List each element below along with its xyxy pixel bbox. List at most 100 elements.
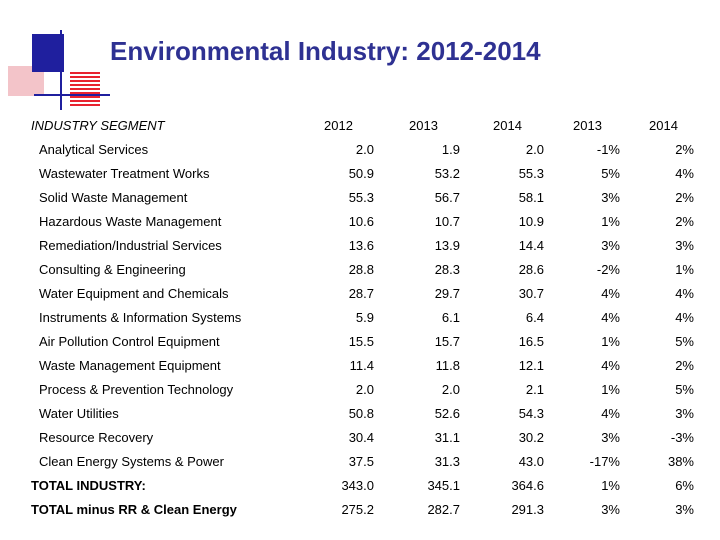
growth-2013-cell: 3%: [601, 502, 620, 517]
value-2012-cell: 5.9: [355, 310, 374, 325]
segment-cell: TOTAL minus RR & Clean Energy: [31, 502, 237, 517]
growth-2014-cell: 5%: [675, 382, 694, 397]
segment-cell: Solid Waste Management: [39, 190, 188, 205]
segment-cell: Clean Energy Systems & Power: [39, 454, 224, 469]
value-2014-cell: 43.0: [518, 454, 544, 469]
growth-2014-cell: 3%: [675, 502, 694, 517]
growth-2014-cell: 1%: [675, 262, 694, 277]
segment-cell: Wastewater Treatment Works: [39, 166, 210, 181]
value-2013-cell: 52.6: [434, 406, 460, 421]
growth-2013-cell: 4%: [601, 406, 620, 421]
growth-2014-cell: 3%: [675, 406, 694, 421]
value-2013-cell: 282.7: [427, 502, 460, 517]
value-2014-cell: 58.1: [518, 190, 544, 205]
growth-2013-cell: 3%: [601, 238, 620, 253]
table-row: Waste Management Equipment 11.4 11.8 12.1 4%…: [0, 354, 720, 378]
value-2013-cell: 31.3: [434, 454, 460, 469]
table-row: Clean Energy Systems & Power 37.5 31.3 43.0…: [0, 450, 720, 474]
growth-2014-cell: 3%: [675, 238, 694, 253]
growth-2013-cell: 4%: [601, 310, 620, 325]
table-row: Water Equipment and Chemicals 28.7 29.7 30.…: [0, 282, 720, 306]
table-row: Analytical Services 2.0 1.9 2.0 -1% 2%: [0, 138, 720, 162]
growth-2013-cell: 1%: [601, 214, 620, 229]
value-2013-cell: 56.7: [434, 190, 460, 205]
growth-2013-cell: 1%: [601, 382, 620, 397]
table-row: Instruments & Information Systems 5.9 6.1 6…: [0, 306, 720, 330]
segment-cell: Instruments & Information Systems: [39, 310, 242, 325]
growth-2013-cell: 3%: [601, 430, 620, 445]
growth-2013-cell: 4%: [601, 286, 620, 301]
value-2012-cell: 11.4: [349, 358, 374, 373]
value-2012-cell: 55.3: [348, 190, 374, 205]
header-2014: 2014: [493, 118, 522, 133]
value-2013-cell: 28.3: [434, 262, 460, 277]
value-2014-cell: 10.9: [518, 214, 544, 229]
growth-2014-cell: 6%: [675, 478, 694, 493]
header-growth-2014: 2014: [649, 118, 678, 133]
value-2012-cell: 343.0: [341, 478, 374, 493]
growth-2014-cell: 2%: [675, 190, 694, 205]
growth-2014-cell: 4%: [675, 166, 694, 181]
logo-icon: [8, 30, 110, 110]
value-2013-cell: 10.7: [434, 214, 460, 229]
growth-2014-cell: 5%: [675, 334, 694, 349]
value-2012-cell: 28.7: [348, 286, 374, 301]
growth-2013-cell: 3%: [601, 190, 620, 205]
value-2014-cell: 30.2: [518, 430, 544, 445]
growth-2013-cell: 4%: [601, 358, 620, 373]
value-2014-cell: 54.3: [518, 406, 544, 421]
total-row: TOTAL INDUSTRY: 343.0 345.1 364.6 1% 6%: [0, 474, 720, 498]
value-2014-cell: 2.1: [525, 382, 544, 397]
segment-cell: Resource Recovery: [39, 430, 154, 445]
value-2012-cell: 15.5: [348, 334, 374, 349]
value-2014-cell: 12.1: [518, 358, 544, 373]
segment-cell: Consulting & Engineering: [39, 262, 186, 277]
value-2014-cell: 28.6: [518, 262, 544, 277]
segment-cell: Water Utilities: [39, 406, 119, 421]
value-2014-cell: 291.3: [511, 502, 544, 517]
table-row: Water Utilities 50.8 52.6 54.3 4% 3%: [0, 402, 720, 426]
table-row: Solid Waste Management 55.3 56.7 58.1 3% 2%: [0, 186, 720, 210]
segment-cell: TOTAL INDUSTRY:: [31, 478, 146, 493]
value-2013-cell: 11.8: [435, 358, 460, 373]
growth-2013-cell: 5%: [601, 166, 620, 181]
value-2012-cell: 10.6: [348, 214, 374, 229]
segment-cell: Remediation/Industrial Services: [39, 238, 222, 253]
growth-2013-cell: 1%: [601, 478, 620, 493]
header-2013: 2013: [409, 118, 438, 133]
value-2012-cell: 37.5: [348, 454, 374, 469]
value-2012-cell: 28.8: [348, 262, 374, 277]
header-growth-2013: 2013: [573, 118, 602, 133]
value-2014-cell: 2.0: [525, 142, 544, 157]
value-2014-cell: 6.4: [525, 310, 544, 325]
value-2012-cell: 2.0: [355, 142, 374, 157]
value-2014-cell: 55.3: [518, 166, 544, 181]
table-row: Wastewater Treatment Works 50.9 53.2 55.3 5%…: [0, 162, 720, 186]
segment-cell: Hazardous Waste Management: [39, 214, 222, 229]
table-header-row: INDUSTRY SEGMENT 2012 2013 2014 2013 201…: [0, 114, 720, 138]
value-2012-cell: 30.4: [348, 430, 374, 445]
segment-cell: Waste Management Equipment: [39, 358, 221, 373]
growth-2014-cell: 2%: [675, 214, 694, 229]
value-2012-cell: 13.6: [348, 238, 374, 253]
growth-2014-cell: 4%: [675, 286, 694, 301]
segment-cell: Process & Prevention Technology: [39, 382, 234, 397]
value-2012-cell: 275.2: [341, 502, 374, 517]
value-2013-cell: 15.7: [434, 334, 460, 349]
header-2012: 2012: [324, 118, 353, 133]
table-row: Resource Recovery 30.4 31.1 30.2 3% -3%: [0, 426, 720, 450]
growth-2014-cell: -3%: [670, 430, 694, 445]
value-2013-cell: 29.7: [434, 286, 460, 301]
table-row: Process & Prevention Technology 2.0 2.0 2.1…: [0, 378, 720, 402]
segment-cell: Air Pollution Control Equipment: [39, 334, 220, 349]
table-row: Air Pollution Control Equipment 15.5 15.7 1…: [0, 330, 720, 354]
growth-2014-cell: 4%: [675, 310, 694, 325]
header-segment: INDUSTRY SEGMENT: [31, 118, 165, 133]
growth-2013-cell: 1%: [601, 334, 620, 349]
value-2012-cell: 50.9: [348, 166, 374, 181]
value-2014-cell: 30.7: [518, 286, 544, 301]
growth-2013-cell: -17%: [589, 454, 620, 469]
value-2013-cell: 1.9: [441, 142, 460, 157]
value-2013-cell: 31.1: [434, 430, 460, 445]
total-row: TOTAL minus RR & Clean Energy 275.2 282.7 2…: [0, 498, 720, 522]
